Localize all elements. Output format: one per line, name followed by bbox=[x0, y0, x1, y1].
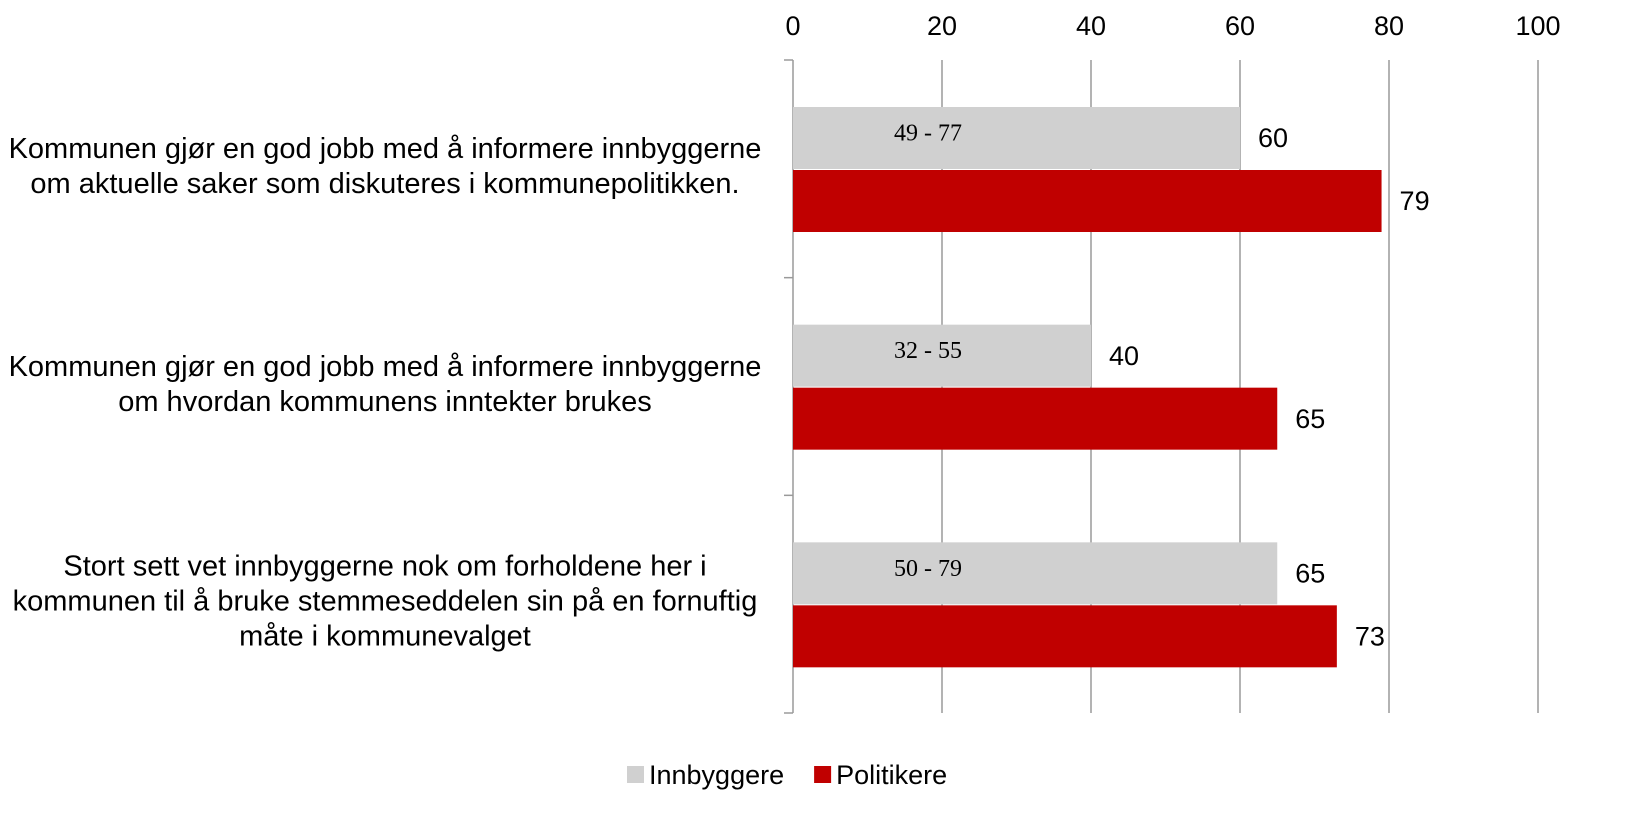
x-tick-label: 0 bbox=[785, 11, 800, 41]
x-tick-label: 100 bbox=[1515, 11, 1560, 41]
value-label: 73 bbox=[1355, 621, 1385, 651]
legend-label: Politikere bbox=[836, 760, 947, 790]
x-tick-label: 40 bbox=[1076, 11, 1106, 41]
x-tick-label: 60 bbox=[1225, 11, 1255, 41]
value-label: 65 bbox=[1295, 558, 1325, 588]
category-label: Stort sett vet innbyggerne nok om forhol… bbox=[12, 550, 758, 653]
x-tick-label: 80 bbox=[1374, 11, 1404, 41]
legend-swatch bbox=[814, 766, 832, 783]
bar bbox=[793, 542, 1278, 605]
value-label: 79 bbox=[1400, 186, 1430, 216]
bar bbox=[793, 170, 1382, 232]
bar bbox=[793, 107, 1240, 169]
bar bbox=[793, 387, 1278, 450]
legend-label: Innbyggere bbox=[649, 760, 784, 790]
legend-swatch bbox=[627, 766, 644, 783]
range-annotation: 50 - 79 bbox=[894, 556, 962, 582]
bar bbox=[793, 324, 1091, 387]
value-label: 40 bbox=[1109, 341, 1139, 371]
category-label: Kommunen gjør en god jobb med å informer… bbox=[8, 350, 762, 418]
range-annotation: 49 - 77 bbox=[894, 121, 962, 147]
x-tick-label: 20 bbox=[927, 11, 957, 41]
bar bbox=[793, 605, 1337, 668]
range-annotation: 32 - 55 bbox=[894, 338, 962, 364]
value-label: 65 bbox=[1295, 404, 1325, 434]
value-label: 60 bbox=[1258, 123, 1288, 153]
category-label: Kommunen gjør en god jobb med å informer… bbox=[8, 132, 762, 200]
